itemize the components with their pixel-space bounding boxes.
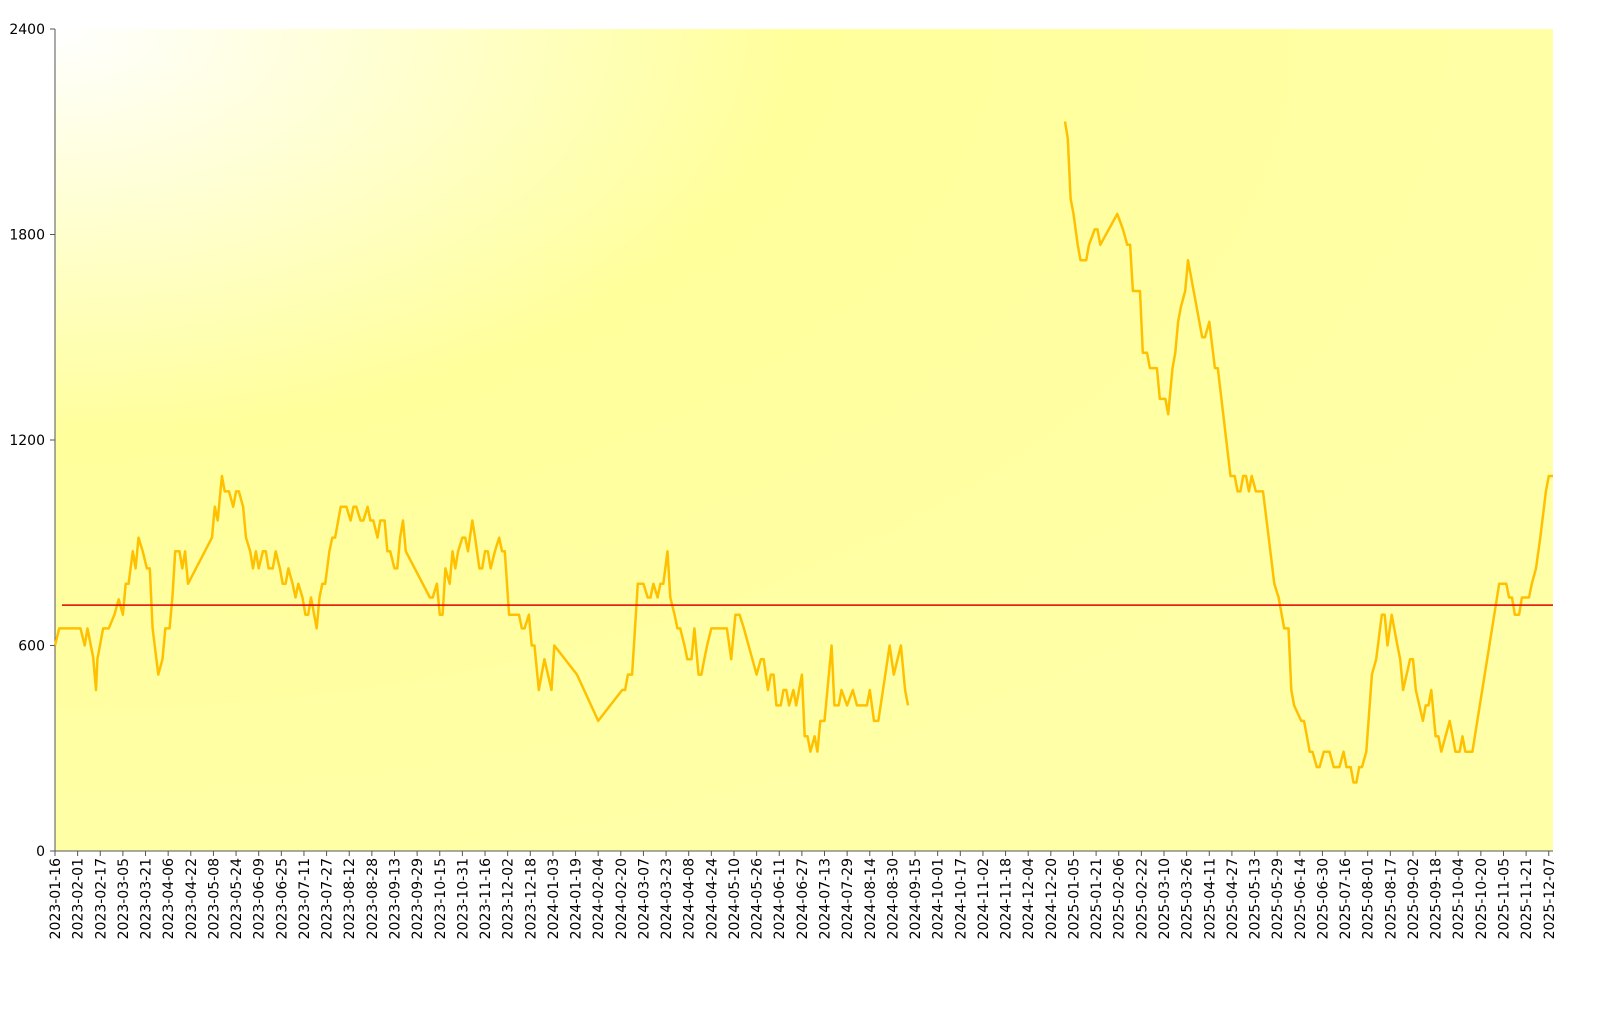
x-tick-label: 2024-10-17 — [953, 858, 969, 939]
x-tick-label: 2025-10-04 — [1451, 858, 1467, 939]
y-tick-label: 600 — [18, 639, 45, 655]
x-tick-label: 2025-01-21 — [1089, 858, 1105, 939]
x-tick-label: 2023-08-12 — [342, 858, 358, 939]
x-tick-label: 2023-10-31 — [455, 858, 471, 939]
x-tick-label: 2025-10-20 — [1474, 858, 1490, 939]
x-tick-label: 2025-04-27 — [1225, 858, 1241, 939]
x-tick-label: 2023-02-01 — [71, 858, 87, 939]
x-tick-label: 2023-12-18 — [523, 858, 539, 939]
x-tick-label: 2025-11-21 — [1519, 858, 1535, 939]
x-tick-label: 2024-11-02 — [976, 858, 992, 939]
x-tick-label: 2023-12-02 — [501, 858, 517, 939]
x-tick-label: 2025-11-05 — [1496, 858, 1512, 939]
x-tick-label: 2025-09-02 — [1406, 858, 1422, 939]
x-tick-label: 2023-05-08 — [206, 858, 222, 939]
x-tick-label: 2024-06-27 — [795, 858, 811, 939]
x-tick-label: 2025-09-18 — [1429, 858, 1445, 939]
x-tick-label: 2023-06-09 — [252, 858, 268, 939]
x-tick-label: 2024-03-07 — [636, 858, 652, 939]
x-tick-label: 2024-02-04 — [591, 858, 607, 939]
x-tick-label: 2025-06-30 — [1315, 858, 1331, 939]
x-tick-label: 2025-07-16 — [1338, 858, 1354, 939]
y-tick-label: 1800 — [9, 228, 45, 244]
y-tick-label: 1200 — [9, 433, 45, 449]
y-tick-label: 0 — [36, 844, 45, 860]
x-tick-label: 2023-03-21 — [139, 858, 155, 939]
x-tick-label: 2025-08-17 — [1383, 858, 1399, 939]
x-tick-label: 2023-01-16 — [48, 858, 64, 939]
x-tick-label: 2024-01-19 — [569, 858, 585, 939]
x-tick-label: 2023-07-27 — [320, 858, 336, 939]
x-tick-label: 2023-09-29 — [410, 858, 426, 939]
x-tick-label: 2024-07-29 — [840, 858, 856, 939]
x-tick-label: 2024-03-23 — [659, 858, 675, 939]
x-tick-label: 2023-07-11 — [297, 858, 313, 939]
data-line — [53, 121, 1553, 784]
x-tick-label: 2024-06-11 — [772, 858, 788, 939]
x-tick-label: 2023-06-25 — [274, 858, 290, 939]
x-tick-label: 2024-05-26 — [750, 858, 766, 939]
x-tick-label: 2025-04-11 — [1202, 858, 1218, 939]
x-tick-label: 2023-02-17 — [93, 858, 109, 939]
x-tick-label: 2023-04-06 — [161, 858, 177, 939]
x-tick-label: 2025-08-01 — [1361, 858, 1377, 939]
x-tick-label: 2024-12-20 — [1044, 858, 1060, 939]
x-tick-label: 2025-02-22 — [1134, 858, 1150, 939]
x-tick-label: 2024-04-24 — [704, 858, 720, 939]
x-tick-label: 2025-01-05 — [1066, 858, 1082, 939]
x-tick-label: 2025-03-10 — [1157, 858, 1173, 939]
x-tick-label: 2024-05-10 — [727, 858, 743, 939]
x-tick-label: 2024-12-04 — [1021, 858, 1037, 939]
x-tick-label: 2023-10-15 — [433, 858, 449, 939]
x-tick-label: 2025-05-29 — [1270, 858, 1286, 939]
x-tick-label: 2025-12-07 — [1542, 858, 1558, 939]
x-tick-label: 2024-01-03 — [546, 858, 562, 939]
x-tick-label: 2024-08-14 — [863, 858, 879, 939]
x-tick-label: 2023-03-05 — [116, 858, 132, 939]
x-tick-label: 2024-04-08 — [682, 858, 698, 939]
x-tick-label: 2024-11-18 — [999, 858, 1015, 939]
x-tick-label: 2025-06-14 — [1293, 858, 1309, 939]
x-tick-label: 2024-10-01 — [931, 858, 947, 939]
x-tick-label: 2025-02-06 — [1112, 858, 1128, 939]
x-tick-label: 2025-03-26 — [1180, 858, 1196, 939]
x-tick-label: 2023-09-13 — [387, 858, 403, 939]
x-tick-label: 2024-08-30 — [885, 858, 901, 939]
x-tick-label: 2025-05-13 — [1248, 858, 1264, 939]
x-tick-label: 2023-11-16 — [478, 858, 494, 939]
x-tick-label: 2023-04-22 — [184, 858, 200, 939]
y-tick-label: 2400 — [9, 22, 45, 38]
x-tick-label: 2024-09-15 — [908, 858, 924, 939]
x-tick-label: 2023-08-28 — [365, 858, 381, 939]
x-tick-label: 2024-02-20 — [614, 858, 630, 939]
x-tick-label: 2023-05-24 — [229, 858, 245, 939]
x-tick-label: 2024-07-13 — [818, 858, 834, 939]
